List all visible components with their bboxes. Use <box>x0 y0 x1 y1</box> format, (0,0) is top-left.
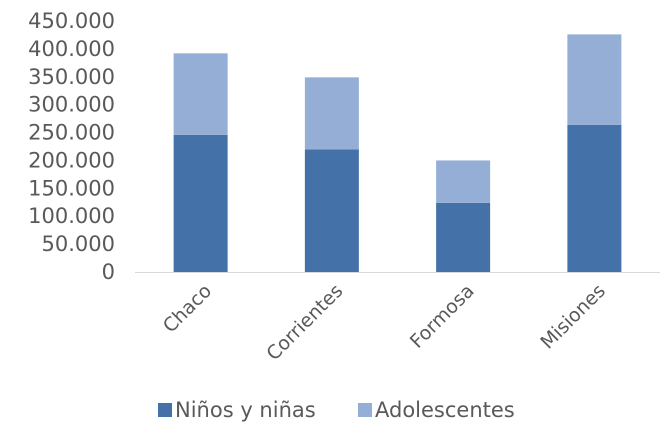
x-category-label: Misiones <box>536 280 610 354</box>
y-tick-label: 250.000 <box>28 121 115 145</box>
legend: Niños y niñas Adolescentes <box>158 398 515 422</box>
bar-ninos-y-ninas <box>436 202 491 272</box>
y-axis-tick-labels: 0 50.000 100.000 150.000 200.000 250.000 300.0… <box>28 9 115 284</box>
legend-swatch <box>158 403 172 417</box>
x-axis-category-labels: Chaco Corrientes Formosa Misiones <box>159 280 610 365</box>
legend-label: Niños y niñas <box>175 398 316 422</box>
bar-ninos-y-ninas <box>304 149 359 272</box>
bar-ninos-y-ninas <box>173 134 228 272</box>
y-tick-label: 200.000 <box>28 148 115 172</box>
y-tick-label: 300.000 <box>28 93 115 117</box>
y-tick-label: 400.000 <box>28 37 115 61</box>
bar-ninos-y-ninas <box>567 124 622 272</box>
y-tick-label: 450.000 <box>28 9 115 33</box>
legend-swatch <box>358 403 372 417</box>
y-tick-label: 0 <box>102 260 115 284</box>
x-category-label: Formosa <box>406 280 479 353</box>
bar-adolescentes <box>304 77 359 150</box>
y-tick-label: 150.000 <box>28 176 115 200</box>
bar-adolescentes <box>567 34 622 125</box>
y-tick-label: 100.000 <box>28 204 115 228</box>
y-tick-label: 350.000 <box>28 65 115 89</box>
y-tick-label: 50.000 <box>42 232 115 256</box>
bar-adolescentes <box>173 53 228 135</box>
legend-label: Adolescentes <box>375 398 515 422</box>
x-category-label: Chaco <box>159 280 216 337</box>
x-category-label: Corrientes <box>262 280 347 365</box>
bars-group <box>173 34 622 272</box>
bar-adolescentes <box>436 160 491 203</box>
